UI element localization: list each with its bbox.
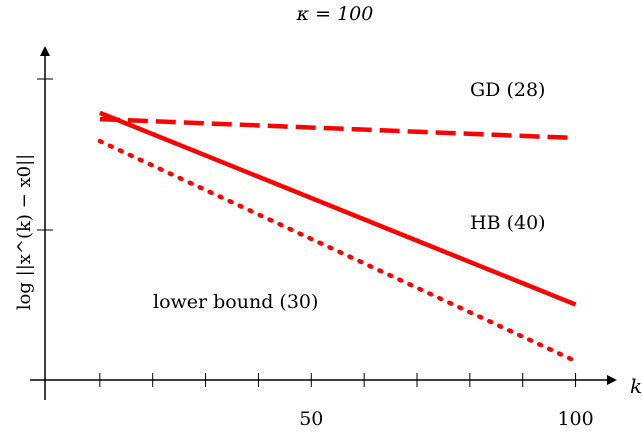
labels-layer: GD (28) HB (40) lower bound (30) [153, 79, 546, 313]
series-line-dashed [99, 116, 576, 141]
y-axis-label: log ||x^(k) − x0|| [14, 154, 35, 310]
series-layer [97, 110, 578, 364]
x-axis-label: k [630, 374, 642, 398]
x-axis-arrow [607, 375, 617, 385]
series-line-dotted [97, 138, 578, 364]
series-label: GD (28) [470, 79, 545, 101]
x-tick-label: 50 [299, 408, 323, 430]
axes: 50 100 [30, 46, 617, 430]
y-axis-arrow [40, 46, 50, 56]
series-label: HB (40) [470, 212, 546, 234]
series-line-solid [99, 110, 577, 307]
chart-title: κ = 100 [296, 3, 374, 25]
x-tick-label: 100 [557, 408, 593, 430]
series-label: lower bound (30) [153, 291, 318, 313]
